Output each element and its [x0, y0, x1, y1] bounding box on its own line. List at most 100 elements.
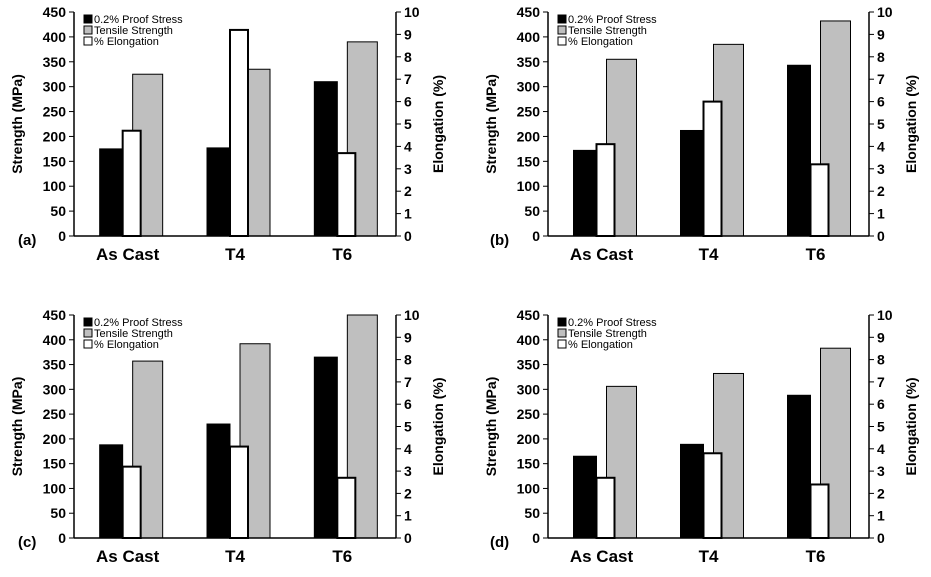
x-tick-label: As Cast — [96, 547, 160, 566]
y2-tick-label: 8 — [877, 49, 885, 65]
y-tick-label: 100 — [517, 480, 541, 496]
bar-proof-stress — [680, 443, 704, 539]
bar-elongation — [229, 445, 249, 540]
y2-tick-label: 6 — [877, 396, 885, 412]
x-tick-label: As Cast — [570, 547, 634, 566]
y-tick-label: 200 — [517, 431, 541, 447]
y2-tick-label: 1 — [877, 508, 885, 524]
legend-swatch — [83, 36, 93, 46]
chart-panel-b: As Cast T4 T6 0 50 100 150 200 250 300 350 400 450 0 1… — [483, 4, 919, 264]
y-tick-label: 450 — [517, 4, 541, 20]
y-tick-label: 300 — [517, 381, 541, 397]
y2-tick-label: 9 — [877, 329, 885, 345]
y-tick-label: 300 — [43, 79, 67, 95]
bar-proof-stress — [99, 148, 124, 237]
bar-proof-stress — [99, 444, 124, 539]
y-tick-label: 450 — [43, 307, 67, 323]
y2-axis-label: Elongation (%) — [903, 75, 919, 173]
legend-swatch — [83, 328, 93, 338]
bar-elongation — [809, 163, 830, 238]
y-tick-label: 350 — [43, 357, 67, 373]
legend-swatch — [83, 317, 93, 327]
legend-label: Tensile Strength — [94, 25, 173, 37]
y2-tick-label: 4 — [877, 138, 885, 154]
legend-label: 0.2% Proof Stress — [94, 317, 183, 329]
y-tick-label: 300 — [517, 79, 541, 95]
y2-tick-label: 4 — [877, 441, 885, 457]
y2-tick-label: 8 — [877, 352, 885, 368]
y-tick-label: 50 — [524, 505, 540, 521]
y2-tick-label: 5 — [404, 116, 412, 132]
legend-label: % Elongation — [94, 36, 159, 48]
y-axis-label: Strength (MPa) — [483, 74, 499, 174]
y2-tick-label: 5 — [877, 419, 885, 435]
x-tick-label: T6 — [332, 547, 352, 566]
legend-swatch — [83, 25, 93, 35]
x-tick-label: As Cast — [96, 245, 160, 264]
y-tick-label: 250 — [517, 406, 541, 422]
y2-tick-label: 7 — [877, 374, 885, 390]
y2-tick-label: 9 — [877, 26, 885, 42]
y2-tick-label: 10 — [404, 4, 420, 20]
y-tick-label: 200 — [43, 128, 67, 144]
y-axis-label: Strength (MPa) — [483, 377, 499, 477]
y-tick-label: 50 — [50, 505, 66, 521]
y2-tick-label: 3 — [404, 161, 412, 177]
legend-swatch — [557, 339, 567, 349]
legend-label: % Elongation — [568, 36, 633, 48]
y-axis-label: Strength (MPa) — [9, 377, 25, 477]
y2-tick-label: 9 — [404, 329, 412, 345]
chart-panel-a: As Cast T4 T6 0 50 100 150 200 250 300 350 400 450 0 1… — [9, 4, 446, 264]
y-tick-label: 150 — [517, 153, 541, 169]
y2-tick-label: 6 — [404, 94, 412, 110]
bar-elongation — [702, 452, 723, 540]
y2-tick-label: 5 — [877, 116, 885, 132]
y2-tick-label: 5 — [404, 419, 412, 435]
bar-proof-stress — [787, 64, 811, 237]
bar-elongation — [121, 465, 142, 540]
y-tick-label: 400 — [43, 332, 67, 348]
y2-tick-label: 0 — [877, 228, 885, 244]
y2-tick-label: 2 — [877, 183, 885, 199]
y-tick-label: 150 — [517, 456, 541, 472]
y2-tick-label: 0 — [404, 228, 412, 244]
y2-tick-label: 1 — [404, 508, 412, 524]
bar-tensile-strength — [132, 360, 164, 539]
y2-axis-label: Elongation (%) — [430, 378, 446, 476]
y2-tick-label: 7 — [877, 71, 885, 87]
y2-tick-label: 6 — [877, 94, 885, 110]
y-tick-label: 250 — [517, 104, 541, 120]
y-tick-label: 400 — [517, 29, 541, 45]
y-tick-label: 50 — [524, 203, 540, 219]
y-tick-label: 350 — [517, 357, 541, 373]
y-tick-label: 450 — [43, 4, 67, 20]
y2-tick-label: 8 — [404, 49, 412, 65]
bar-elongation — [336, 476, 357, 540]
y2-tick-label: 4 — [404, 138, 412, 154]
bar-elongation — [336, 152, 357, 237]
y2-tick-label: 2 — [404, 183, 412, 199]
y-tick-label: 350 — [517, 54, 541, 70]
y-tick-label: 250 — [43, 104, 67, 120]
legend-swatch — [83, 14, 93, 24]
y2-tick-label: 1 — [404, 206, 412, 222]
x-tick-label: T4 — [699, 245, 719, 264]
bar-proof-stress — [206, 423, 231, 539]
panel-label: (d) — [490, 534, 509, 551]
y2-tick-label: 0 — [877, 530, 885, 546]
y2-tick-label: 7 — [404, 71, 412, 87]
y-tick-label: 50 — [50, 203, 66, 219]
legend-label: 0.2% Proof Stress — [568, 317, 657, 329]
bar-proof-stress — [313, 81, 338, 237]
y-tick-label: 0 — [58, 228, 66, 244]
y-tick-label: 250 — [43, 406, 67, 422]
panel-label: (b) — [490, 232, 509, 249]
y-tick-label: 100 — [517, 178, 541, 194]
y-tick-label: 350 — [43, 54, 67, 70]
y-tick-label: 400 — [43, 29, 67, 45]
bar-proof-stress — [206, 147, 231, 237]
chart-panel-d: As Cast T4 T6 0 50 100 150 200 250 300 350 400 450 0 1… — [483, 307, 919, 566]
legend-swatch — [557, 36, 567, 46]
y-tick-label: 0 — [532, 530, 540, 546]
